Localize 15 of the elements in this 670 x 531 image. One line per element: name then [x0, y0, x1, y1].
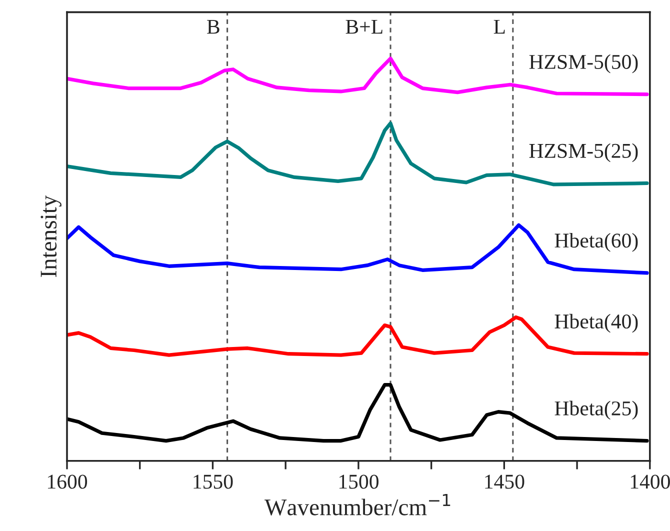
x-tick-label: 1400: [630, 474, 670, 489]
x-tick-label: 1450: [485, 474, 524, 489]
series-label: HZSM-5(25): [529, 143, 638, 162]
series-label: Hbeta(40): [554, 314, 638, 333]
series-label: Hbeta(60): [554, 232, 638, 252]
x-tick-label: 1550: [194, 474, 233, 489]
series-label: HZSM-5(50): [529, 54, 638, 74]
x-axis-title: Wavenumber/cm$^{−1}$: [264, 494, 450, 516]
series-label: Hbeta(25): [554, 400, 638, 420]
ref-line-label: B: [207, 20, 220, 34]
y-axis-title: Intensity: [40, 195, 62, 278]
ref-line-label: L: [494, 20, 505, 34]
ref-line-label: B+L: [346, 20, 382, 34]
x-tick-label: 1500: [339, 474, 378, 489]
x-tick-label: 1600: [48, 474, 88, 489]
